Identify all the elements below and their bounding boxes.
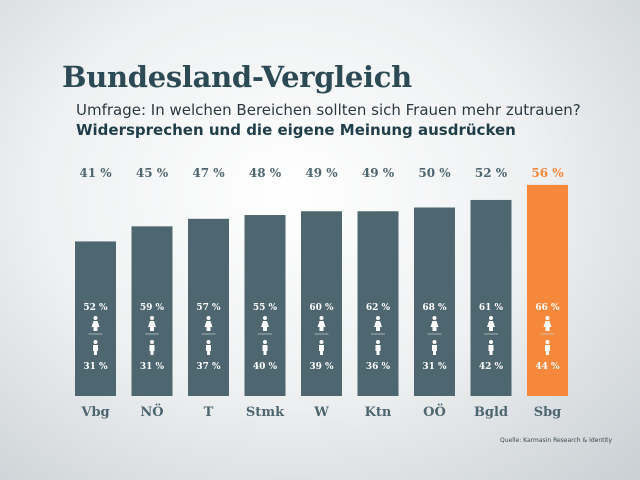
women-label: 62 % <box>366 303 391 313</box>
men-label: 39 % <box>309 362 334 372</box>
male-icon <box>149 340 155 355</box>
men-label: 31 % <box>83 362 108 372</box>
bar-W <box>301 211 342 396</box>
value-label: 56 % <box>531 166 564 180</box>
male-icon <box>93 340 98 355</box>
women-label: 55 % <box>253 303 278 313</box>
value-label: 49 % <box>305 166 338 180</box>
survey-question: Umfrage: In welchen Bereichen sollten si… <box>76 101 581 119</box>
value-label: 47 % <box>192 166 225 180</box>
value-label: 52 % <box>475 166 508 180</box>
men-label: 37 % <box>196 362 221 372</box>
male-icon <box>262 340 268 355</box>
bar-T <box>188 218 229 396</box>
bar-Ktn <box>357 211 399 396</box>
category-label: W <box>313 405 329 420</box>
category-label: Sbg <box>534 405 562 420</box>
bar-OÖ <box>414 207 455 396</box>
women-label: 59 % <box>140 303 165 313</box>
female-icon <box>261 316 269 331</box>
category-label: Stmk <box>246 405 285 420</box>
survey-topic: Widersprechen und die eigene Meinung aus… <box>76 121 516 139</box>
men-label: 44 % <box>535 362 560 372</box>
women-label: 61 % <box>479 303 504 313</box>
female-icon <box>430 316 439 331</box>
bar-Sbg <box>527 184 568 396</box>
category-label: Vbg <box>80 405 109 420</box>
male-icon <box>206 340 211 355</box>
male-icon <box>545 340 550 355</box>
value-label: 41 % <box>79 166 112 180</box>
women-label: 60 % <box>309 303 334 313</box>
value-label: 45 % <box>136 166 169 180</box>
female-icon <box>204 316 213 331</box>
men-label: 42 % <box>479 362 504 372</box>
female-icon <box>374 316 382 331</box>
category-label: Ktn <box>365 405 392 420</box>
value-label: 49 % <box>362 166 395 180</box>
category-label: NÖ <box>140 403 163 420</box>
women-label: 66 % <box>535 303 560 313</box>
male-icon <box>319 340 324 355</box>
female-icon <box>91 316 100 331</box>
category-label: T <box>204 405 214 420</box>
page-title: Bundesland-Vergleich <box>62 60 412 94</box>
source-note: Quelle: Karmasin Research & Identity <box>500 437 613 444</box>
category-label: OÖ <box>423 403 446 420</box>
value-label: 48 % <box>249 166 282 180</box>
male-icon <box>488 340 494 355</box>
bar-NÖ <box>131 226 173 396</box>
women-label: 52 % <box>83 303 108 313</box>
men-label: 31 % <box>422 362 447 372</box>
male-icon <box>432 340 437 355</box>
male-icon <box>375 340 381 355</box>
men-label: 40 % <box>253 362 278 372</box>
women-label: 57 % <box>196 303 221 313</box>
female-icon <box>543 316 552 331</box>
value-label: 50 % <box>418 166 451 180</box>
category-label: Bgld <box>474 405 508 420</box>
bar-Stmk <box>244 215 286 396</box>
men-label: 31 % <box>140 362 165 372</box>
bar-Bgld <box>470 199 512 396</box>
women-label: 68 % <box>422 303 447 313</box>
female-icon <box>148 316 156 331</box>
men-label: 36 % <box>366 362 391 372</box>
female-icon <box>487 316 495 331</box>
female-icon <box>317 316 326 331</box>
